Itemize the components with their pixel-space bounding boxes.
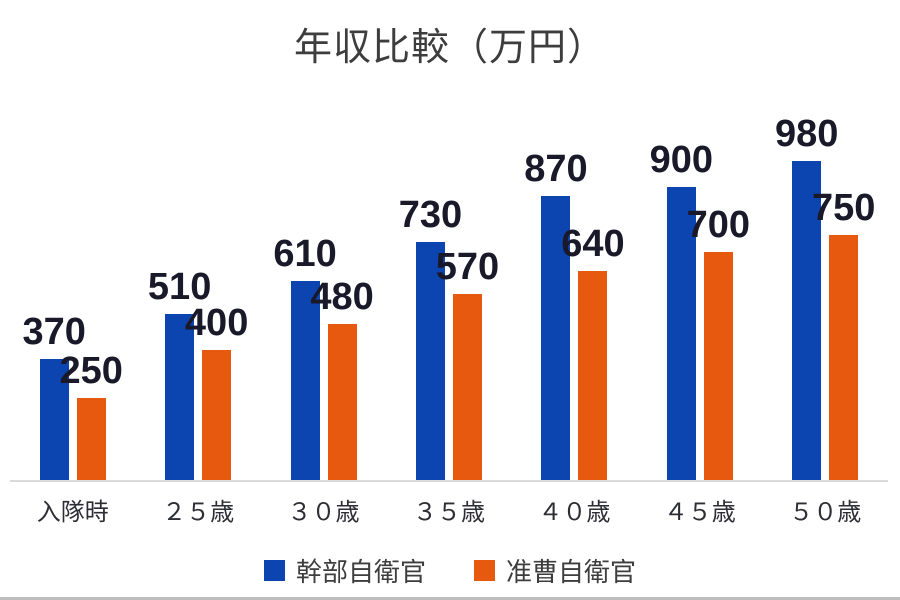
x-axis: 入隊時 ２５歳 ３０歳 ３５歳 ４０歳 ４５歳 ５０歳 bbox=[10, 492, 888, 527]
legend-label: 准曹自衛官 bbox=[506, 557, 637, 587]
bar-value-label: 400 bbox=[184, 302, 249, 344]
bar-value-label: 750 bbox=[812, 187, 876, 229]
bar-group: 980 750 bbox=[763, 90, 888, 480]
bar-warrant: 570 bbox=[436, 248, 499, 480]
x-axis-label: ４０歳 bbox=[538, 499, 611, 526]
bar-group: 900 700 bbox=[637, 90, 762, 480]
bar-value-label: 700 bbox=[686, 204, 751, 246]
bar-warrant: 400 bbox=[185, 304, 248, 480]
bar-group: 370 250 bbox=[10, 90, 135, 480]
bar-group: 870 640 bbox=[512, 90, 637, 480]
legend-item: 准曹自衛官 bbox=[474, 552, 636, 589]
bar-value-label: 640 bbox=[561, 223, 625, 265]
bar-value-label: 980 bbox=[775, 113, 839, 155]
bar-value-label: 730 bbox=[398, 194, 463, 236]
bar-officer: 980 bbox=[775, 115, 838, 480]
bar-warrant: 640 bbox=[561, 225, 625, 480]
legend-swatch-icon bbox=[474, 560, 495, 581]
bar-value-label: 900 bbox=[649, 139, 714, 181]
bar-value-label: 610 bbox=[273, 233, 337, 275]
bar-value-label: 510 bbox=[147, 266, 212, 308]
bar-officer: 370 bbox=[23, 313, 86, 480]
bar-officer: 510 bbox=[148, 268, 211, 480]
bar-warrant: 750 bbox=[812, 189, 875, 480]
x-axis-label: ５０歳 bbox=[789, 499, 862, 526]
bar-value-label: 250 bbox=[59, 350, 123, 392]
plot-area: 370 250 510 400 610 480 730 570 870 640 900 700 980 7… bbox=[10, 90, 888, 482]
bar-officer: 730 bbox=[399, 196, 462, 480]
chart-title: 年収比較（万円） bbox=[293, 27, 606, 69]
legend-swatch-icon bbox=[263, 560, 285, 581]
bar-warrant: 250 bbox=[60, 352, 123, 480]
legend-item: 幹部自衛官 bbox=[263, 552, 426, 589]
bar-warrant: 700 bbox=[687, 206, 750, 480]
bar-group: 510 400 bbox=[135, 90, 260, 480]
legend: 幹部自衛官 准曹自衛官 bbox=[0, 552, 900, 589]
bar-warrant: 480 bbox=[310, 278, 374, 480]
bar-officer: 870 bbox=[524, 150, 588, 480]
bar-group: 610 480 bbox=[261, 90, 386, 480]
bar-value-label: 480 bbox=[310, 276, 374, 318]
bar-group: 730 570 bbox=[386, 90, 511, 480]
x-axis-label: 入隊時 bbox=[36, 499, 109, 526]
bar-officer: 610 bbox=[273, 235, 337, 480]
x-axis-label: ３０歳 bbox=[287, 499, 360, 526]
x-axis-label: ２５歳 bbox=[162, 499, 235, 526]
x-axis-label: ４５歳 bbox=[663, 499, 736, 526]
bar-officer: 900 bbox=[650, 141, 713, 480]
x-axis-label: ３５歳 bbox=[412, 499, 485, 526]
bar-value-label: 570 bbox=[435, 246, 500, 288]
bar-value-label: 870 bbox=[524, 148, 588, 190]
legend-label: 幹部自衛官 bbox=[295, 557, 426, 587]
bar-value-label: 370 bbox=[22, 311, 86, 353]
